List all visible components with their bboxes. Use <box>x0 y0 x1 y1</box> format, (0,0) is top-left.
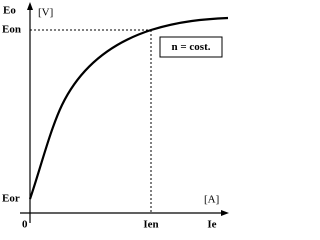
x-axis-label: Ie <box>207 219 216 231</box>
y-nominal-label: Eon <box>2 24 21 36</box>
note-box <box>159 36 223 58</box>
characteristic-curve <box>28 16 229 200</box>
y-axis-arrow <box>27 2 33 10</box>
x-axis-unit: [A] <box>204 194 219 206</box>
diagram: n = cost. Eo [V] Eon Eor [A] 0 Ien Ie <box>2 2 229 231</box>
origin-label: 0 <box>22 219 28 231</box>
x-nominal-label: Ien <box>143 219 158 231</box>
y-residual-label: Eor <box>2 193 20 205</box>
note: n = cost. <box>172 41 211 53</box>
y-axis-label: Eo <box>3 5 16 17</box>
y-axis-unit: [V] <box>38 7 53 19</box>
x-axis-arrow <box>221 210 229 216</box>
